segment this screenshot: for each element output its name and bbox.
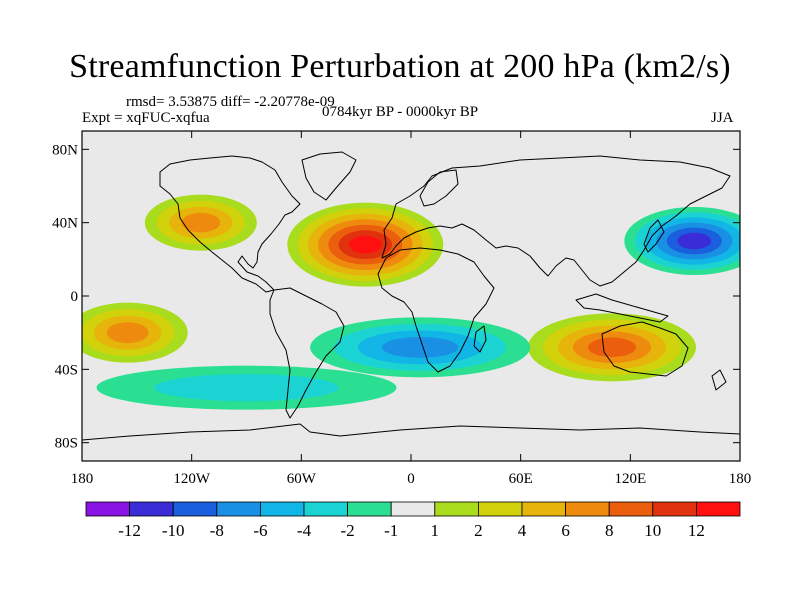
contour-fill-level: [677, 232, 712, 250]
stats-label: rmsd= 3.53875 diff= -2.20778e-09: [126, 94, 335, 110]
colorbar-swatch: [303, 501, 348, 517]
colorbar-swatch: [565, 501, 610, 517]
map-background: [82, 131, 740, 461]
coast-japan: [643, 219, 665, 253]
x-tick-label: 180: [71, 471, 94, 487]
colorbar-swatch: [259, 501, 305, 517]
colorbar-swatch: [608, 501, 654, 517]
colorbar-label: 6: [561, 521, 570, 540]
colorbar-swatch: [129, 501, 174, 517]
season-label: JJA: [711, 110, 734, 126]
contour-fill-level: [588, 337, 637, 358]
coast-madagascar: [473, 325, 487, 353]
colorbar-label: -12: [118, 521, 141, 540]
x-tick-label: 60E: [509, 471, 533, 487]
chart-title: Streamfunction Perturbation at 200 hPa (…: [69, 48, 731, 85]
y-tick-label: 0: [71, 289, 79, 305]
contour-fill-level: [181, 212, 221, 233]
coast-scandinavia: [419, 169, 459, 207]
x-tick-label: 0: [407, 471, 415, 487]
colorbar-swatch: [477, 501, 523, 517]
colorbar-label: -10: [162, 521, 185, 540]
contour-fill-level: [106, 322, 149, 344]
colorbar-label: 8: [605, 521, 614, 540]
x-tick-label: 60W: [287, 471, 317, 487]
y-tick-label: 40N: [52, 216, 78, 232]
coastlines: [82, 151, 740, 441]
contour-fill-level: [154, 374, 339, 402]
y-tick-label: 80N: [52, 142, 78, 158]
field-feature-0: [287, 202, 444, 287]
colorbar-label: 10: [644, 521, 661, 540]
x-tick-label: 180: [729, 471, 752, 487]
field-feature-3: [310, 317, 531, 378]
contour-fill-level: [381, 336, 459, 358]
colorbar-swatch: [216, 501, 261, 517]
colorbar-label: -1: [384, 521, 398, 540]
coast-australia: [601, 321, 689, 377]
colorbar-swatch: [172, 501, 218, 517]
colorbar-label: -4: [297, 521, 312, 540]
experiment-label: Expt = xqFUC-xqfua: [82, 110, 210, 126]
colorbar-label: 4: [518, 521, 527, 540]
field-feature-2: [528, 313, 697, 382]
colorbar-swatch: [521, 501, 566, 517]
colorbar-label: -2: [341, 521, 355, 540]
colorbar-label: -8: [210, 521, 224, 540]
colorbar-swatch: [652, 501, 697, 517]
coast-africa: [377, 247, 495, 373]
colorbar-swatch: [696, 501, 741, 517]
coast-north-america: [159, 155, 301, 293]
coast-antarctica: [82, 423, 740, 441]
colorbar-label: 12: [688, 521, 705, 540]
field-feature-4: [82, 302, 188, 363]
coast-eurasia: [381, 155, 731, 287]
colorbar-label: 1: [431, 521, 440, 540]
x-tick-label: 120W: [173, 471, 211, 487]
colorbar-label: 2: [474, 521, 483, 540]
colorbar-swatch: [85, 501, 130, 517]
colorbar-swatch: [434, 501, 479, 517]
period-label: 0784kyr BP - 0000kyr BP: [322, 104, 479, 120]
y-tick-label: 40S: [55, 362, 78, 378]
streamfunction-field: [82, 194, 740, 410]
colorbar-swatch: [347, 501, 392, 517]
field-feature-6: [96, 365, 397, 410]
colorbar-swatch: [390, 501, 436, 517]
colorbar: -12 -10 -8 -6 -4 -2 -1 1 2 4 6 8 10 12: [85, 501, 741, 540]
field-feature-1: [624, 207, 740, 275]
coast-greenland: [301, 151, 357, 201]
contour-fill-level: [348, 235, 382, 254]
x-tick-label: 120E: [614, 471, 646, 487]
y-tick-label: 80S: [55, 436, 78, 452]
colorbar-label: -6: [253, 521, 267, 540]
coast-new-zealand: [711, 369, 727, 391]
field-feature-5: [144, 194, 257, 251]
coast-south-america: [269, 287, 345, 419]
axes: 180 120W 60W 0 60E 120E 180 80N 40N 0 40S 80S: [52, 131, 751, 487]
coast-maritime-continent: [575, 293, 669, 323]
